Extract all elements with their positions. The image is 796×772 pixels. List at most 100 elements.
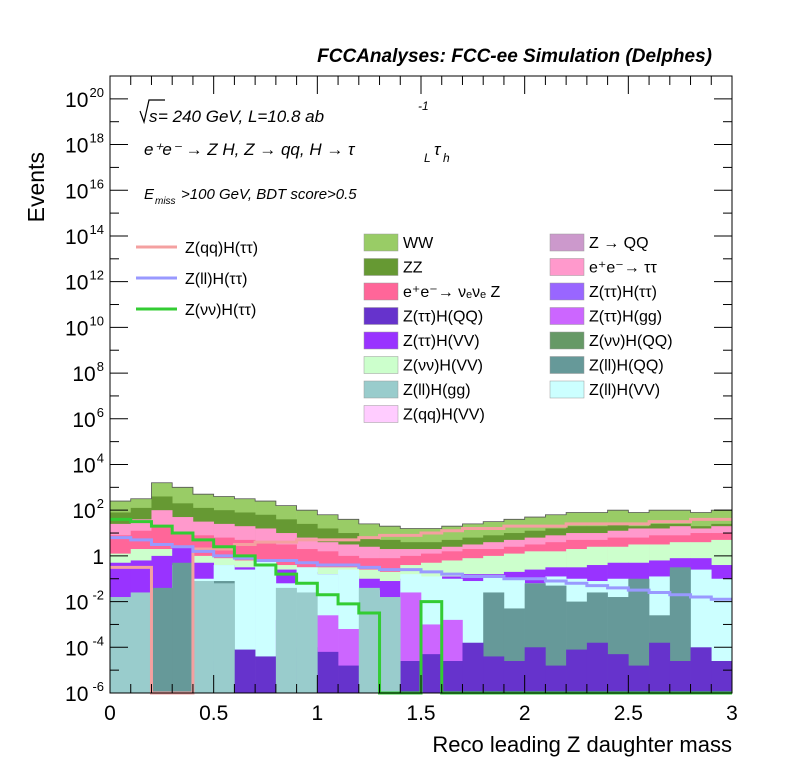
sqrt-s-text: s	[149, 107, 158, 126]
legend-box-swatch	[549, 380, 585, 399]
legend-box-swatch	[549, 233, 585, 252]
hist-bar	[628, 578, 650, 693]
energy-text: = 240 GeV, L=10.8 ab	[158, 107, 324, 126]
hist-bar	[317, 651, 339, 693]
hist-bar	[213, 583, 235, 693]
legend-box-swatch	[363, 356, 399, 374]
hist-bar	[358, 587, 380, 693]
chart-title: FCCAnalyses: FCC-ee Simulation (Delphes)	[317, 46, 712, 67]
x-tick-label: 3	[726, 702, 738, 725]
legend-box-label: Z(ll)H(gg)	[403, 382, 471, 399]
legend-box-label: Z → QQ	[589, 235, 649, 252]
x-axis-label: Reco leading Z daughter mass	[432, 732, 732, 757]
x-tick-label: 2	[519, 702, 531, 725]
y-tick-exponent: 8	[97, 359, 104, 374]
legend-box-swatch	[363, 380, 399, 399]
legend-box-label: Z(νν)H(VV)	[403, 358, 483, 375]
legend-box-label: Z(ττ)H(QQ)	[403, 309, 483, 326]
hist-bar	[545, 665, 567, 693]
hist-bar	[628, 665, 650, 693]
legend-box-label: e⁺e⁻→ ττ	[589, 260, 657, 277]
hist-bar	[192, 581, 214, 693]
hist-bar	[421, 654, 443, 693]
legend-signal: Z(qq)H(ττ) Z(ll)H(ττ) Z(νν)H(ττ)	[136, 240, 258, 319]
y-tick-label: 10	[72, 409, 95, 432]
y-tick-exponent: 6	[97, 405, 104, 420]
x-tick-label: 1.5	[406, 702, 435, 725]
y-tick-exponent: 4	[97, 450, 104, 465]
hist-bar	[379, 597, 401, 693]
y-tick-exponent: -6	[92, 679, 104, 694]
y-tick-label: 1	[92, 546, 104, 569]
y-tick-label: 10	[65, 592, 88, 615]
y-tick-label: 10	[65, 272, 88, 295]
legend-box-swatch	[549, 331, 585, 350]
legend-box-label: WW	[403, 235, 434, 252]
legend-box-label: Z(ττ)H(ττ)	[589, 284, 657, 301]
x-tick-label: 0.5	[199, 702, 228, 725]
hist-bar	[483, 656, 505, 693]
y-tick-label: 10	[65, 317, 88, 340]
hist-bar	[151, 587, 173, 693]
y-tick-exponent: 20	[90, 85, 104, 100]
legend-box-swatch	[363, 258, 399, 276]
y-tick-exponent: 10	[90, 313, 104, 328]
tau-symbol: τ	[434, 140, 442, 159]
hist-bar	[462, 642, 484, 693]
x-tick-label: 0	[104, 702, 116, 725]
y-tick-label: 10	[65, 180, 88, 203]
y-tick-label: 10	[65, 226, 88, 249]
y-tick-label: 10	[65, 637, 88, 660]
stack-layer	[110, 581, 401, 693]
legend-line-label: Z(ll)H(ττ)	[185, 271, 247, 288]
stack-outline	[109, 482, 733, 693]
y-tick-label: 10	[65, 135, 88, 158]
signal-line	[110, 536, 732, 601]
legend-box-swatch	[363, 233, 399, 252]
legend-box-swatch	[363, 405, 399, 423]
annotation-process: e⁺e⁻ → Z H, Z → qq, H → τ L τ h	[144, 140, 450, 165]
hist-bar	[338, 665, 360, 693]
hist-bar	[400, 661, 422, 693]
tau-sub-l: L	[424, 151, 431, 165]
legend-box-swatch	[549, 307, 585, 325]
legend-box-label: Z(ττ)H(VV)	[403, 333, 480, 350]
process-text: e⁺e⁻ → Z H, Z → qq, H → τ	[144, 140, 356, 159]
legend-box-label: e⁺e⁻→ νₑνₑ Z	[403, 284, 500, 301]
hist-bar	[607, 654, 629, 693]
legend-line-label: Z(νν)H(ττ)	[185, 302, 256, 319]
hist-bar	[234, 649, 256, 693]
legend-box-label: Z(ττ)H(gg)	[589, 309, 662, 326]
hist-bar	[275, 587, 297, 693]
hist-bar	[524, 647, 546, 693]
sqrt-symbol	[139, 99, 165, 125]
legend-backgrounds-col2: Z → QQ e⁺e⁻→ ττ Z(ττ)H(ττ) Z(ττ)H(gg) Z(νν)H…	[549, 233, 673, 399]
plot-area	[109, 482, 733, 693]
hist-bar	[586, 642, 608, 693]
legend-box-label: ZZ	[403, 260, 423, 277]
annotation-energy: s = 240 GeV, L=10.8 ab -1	[139, 99, 429, 126]
y-axis-label: Events	[23, 152, 49, 222]
cut-miss-sub: miss	[155, 196, 176, 207]
hist-bar	[690, 647, 712, 693]
y-tick-exponent: 12	[90, 268, 104, 283]
tau-sub-h: h	[443, 151, 450, 165]
y-tick-label: 10	[72, 363, 95, 386]
y-tick-exponent: 18	[90, 131, 104, 146]
hist-bar	[566, 649, 588, 693]
legend-box-swatch	[549, 258, 585, 276]
hist-bar	[296, 592, 318, 693]
y-tick-exponent: 14	[90, 222, 104, 237]
annotation-cuts: E miss >100 GeV, BDT score>0.5	[144, 186, 357, 207]
x-tick-label: 2.5	[614, 702, 643, 725]
lumi-exponent: -1	[418, 99, 429, 113]
y-tick-exponent: 2	[97, 496, 104, 511]
legend-box-label: Z(ll)H(QQ)	[589, 358, 664, 375]
x-axis: 0 0.5 1 1.5 2 2.5 3	[104, 76, 738, 725]
y-tick-exponent: -2	[92, 588, 104, 603]
hist-bar	[711, 661, 733, 693]
legend-box-swatch	[549, 282, 585, 301]
cut-e: E	[144, 186, 155, 203]
signal-line	[110, 517, 732, 695]
